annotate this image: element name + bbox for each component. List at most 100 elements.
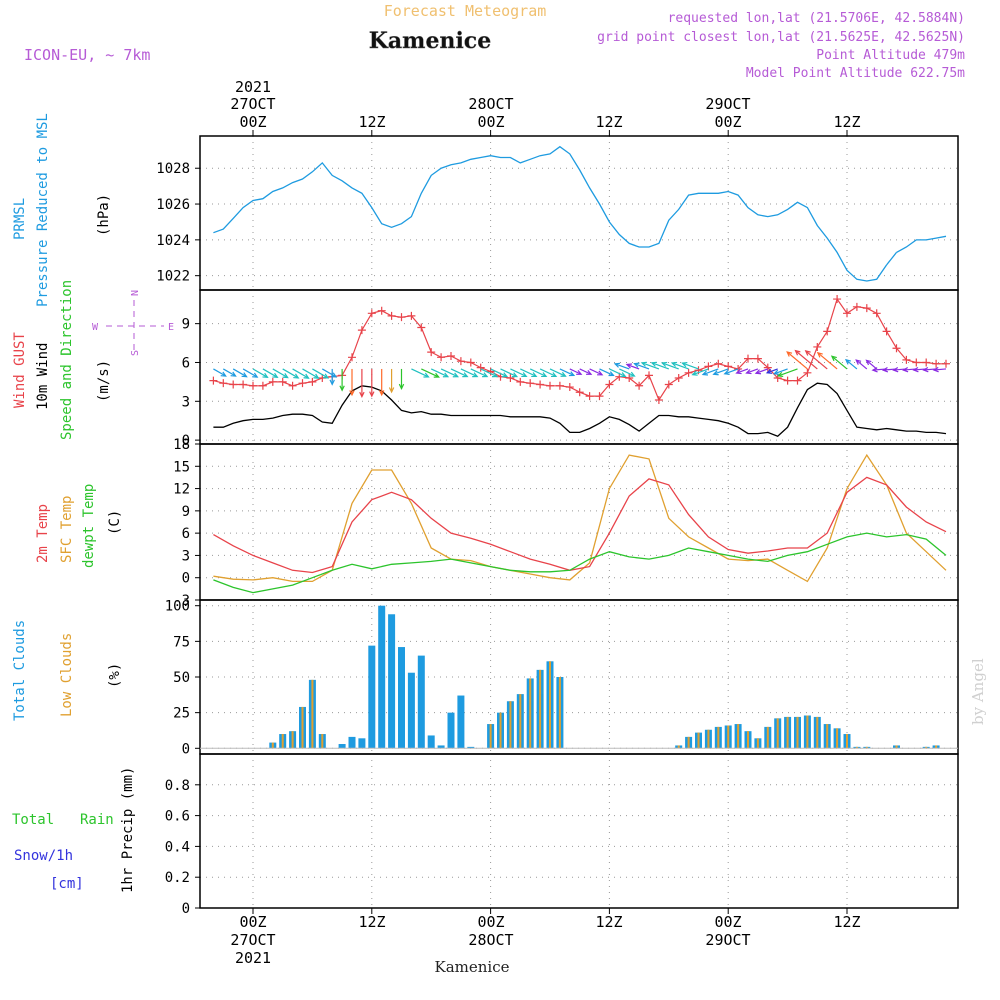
low-clouds-bar xyxy=(786,716,789,749)
gust-marker xyxy=(249,381,257,390)
top-year: 2021 xyxy=(235,78,271,96)
gust-marker xyxy=(417,323,426,332)
gust-marker xyxy=(555,381,564,390)
gust-marker xyxy=(506,374,515,382)
low-clouds-bar xyxy=(895,745,898,749)
wind-arrow xyxy=(831,355,848,370)
temperature-ytick-label: -3 xyxy=(173,593,190,609)
wind-arrow-head xyxy=(912,366,919,373)
wind-arrow xyxy=(589,368,603,376)
wind-arrow xyxy=(430,368,449,378)
wind-ytick-label: 6 xyxy=(182,355,190,371)
wind-arrow-head xyxy=(359,391,365,398)
wind-arrow xyxy=(549,368,566,377)
gust-marker xyxy=(546,381,554,390)
location-title: Kamenice xyxy=(369,28,491,54)
wind-arrow xyxy=(480,368,498,378)
wind-arrow xyxy=(817,352,838,370)
wind-arrow-head xyxy=(633,362,640,368)
wind-arrow xyxy=(795,350,818,370)
temperature-panel: -3 0 3 6 9 12 15 18 xyxy=(173,437,959,609)
wind-arrow-head xyxy=(670,361,678,367)
wind-arrow-head xyxy=(765,368,773,374)
wind-arrow-head xyxy=(660,361,668,367)
wind-arrow-head xyxy=(220,371,227,377)
wind-arrow xyxy=(321,368,337,378)
wind-arrow-head xyxy=(241,372,248,378)
precip-ytick-label: 0.2 xyxy=(165,870,190,886)
gust-marker xyxy=(278,377,287,386)
wind-arrow-head xyxy=(701,370,709,376)
wind-arrow xyxy=(599,368,614,377)
low-clouds-bar xyxy=(737,724,740,749)
low-clouds-bar xyxy=(846,734,848,749)
gust-marker xyxy=(565,383,574,392)
wind-arrow xyxy=(866,359,878,370)
gust-marker xyxy=(862,304,871,313)
low-clouds-bar xyxy=(509,701,512,749)
wind-arrow-head xyxy=(568,371,576,377)
gust-marker xyxy=(843,309,851,318)
wind-arrow xyxy=(510,368,527,377)
wind-arrow-head xyxy=(433,372,440,378)
temperature-ytick-label: 12 xyxy=(173,482,190,498)
total-clouds-label: Total Clouds xyxy=(12,620,28,721)
credit-watermark: by Angel xyxy=(969,658,987,725)
wind-arrow xyxy=(774,368,788,375)
wind-arrow-head xyxy=(691,370,698,376)
clouds-ytick-label: 100 xyxy=(165,599,190,615)
gust-marker xyxy=(654,396,663,404)
pressure-line-join xyxy=(886,251,898,266)
low-clouds-bar xyxy=(796,716,799,749)
total-clouds-bar xyxy=(457,695,465,749)
wind-labels: Wind GUST 10m Wind Speed and Direction (… xyxy=(12,280,174,440)
precip-unit: 1hr Precip (mm) xyxy=(120,767,136,893)
gust-marker xyxy=(773,374,782,382)
wind-arrow-head xyxy=(313,373,320,379)
low-clouds-bar xyxy=(766,726,769,749)
wind-arrow-head xyxy=(329,379,335,386)
bottom-date-28: 28OCT xyxy=(468,931,513,949)
wind-arrow-head xyxy=(844,358,852,365)
low-clouds-bar xyxy=(816,716,819,749)
wind-arrow-head xyxy=(745,369,752,375)
top-date-29: 29OCT xyxy=(705,95,750,113)
clouds-ytick-label: 50 xyxy=(173,670,190,686)
total-clouds-bar xyxy=(398,647,405,749)
gust-marker xyxy=(387,311,396,320)
clouds-ytick-label: 25 xyxy=(173,706,190,722)
wind-arrow-head xyxy=(322,373,330,379)
low-clouds-bar xyxy=(826,724,829,749)
gust-marker xyxy=(833,295,842,304)
low-clouds-bar xyxy=(717,726,720,749)
precip-panel: 0 0.2 0.4 0.6 0.8 xyxy=(165,753,959,917)
wind-arrow xyxy=(411,368,429,378)
gust-line xyxy=(213,297,946,402)
wind-speed-label: 10m Wind xyxy=(35,343,51,410)
gust-marker xyxy=(288,381,297,390)
wind-arrow xyxy=(292,368,309,379)
product-title: Forecast Meteogram xyxy=(384,2,547,20)
low-clouds-label: Low Clouds xyxy=(59,633,75,717)
pressure-labels: PRMSL Pressure Reduced to MSL (hPa) xyxy=(12,113,112,307)
gust-marker xyxy=(258,381,267,390)
compass-north: N xyxy=(130,290,141,296)
low-clouds-bar xyxy=(747,731,749,749)
wind-arrow-head xyxy=(560,371,567,377)
total-clouds-bar xyxy=(467,746,475,749)
gust-marker xyxy=(308,377,317,386)
bottom-tick-3: 12Z xyxy=(595,913,622,931)
pressure-unit: (hPa) xyxy=(96,194,112,236)
gust-marker xyxy=(377,306,386,315)
wind-arrow-head xyxy=(293,373,300,379)
gust-marker xyxy=(635,381,644,390)
temperature-ytick-label: 6 xyxy=(182,526,190,542)
total-clouds-bar xyxy=(378,605,386,749)
gust-marker xyxy=(753,354,762,363)
total-clouds-bar xyxy=(437,745,445,749)
wind-arrow xyxy=(619,368,635,377)
low-clouds-bar xyxy=(489,724,492,749)
low-clouds-bar xyxy=(727,725,730,749)
wind-arrow-head xyxy=(452,372,460,378)
wind-arrow xyxy=(569,368,582,375)
